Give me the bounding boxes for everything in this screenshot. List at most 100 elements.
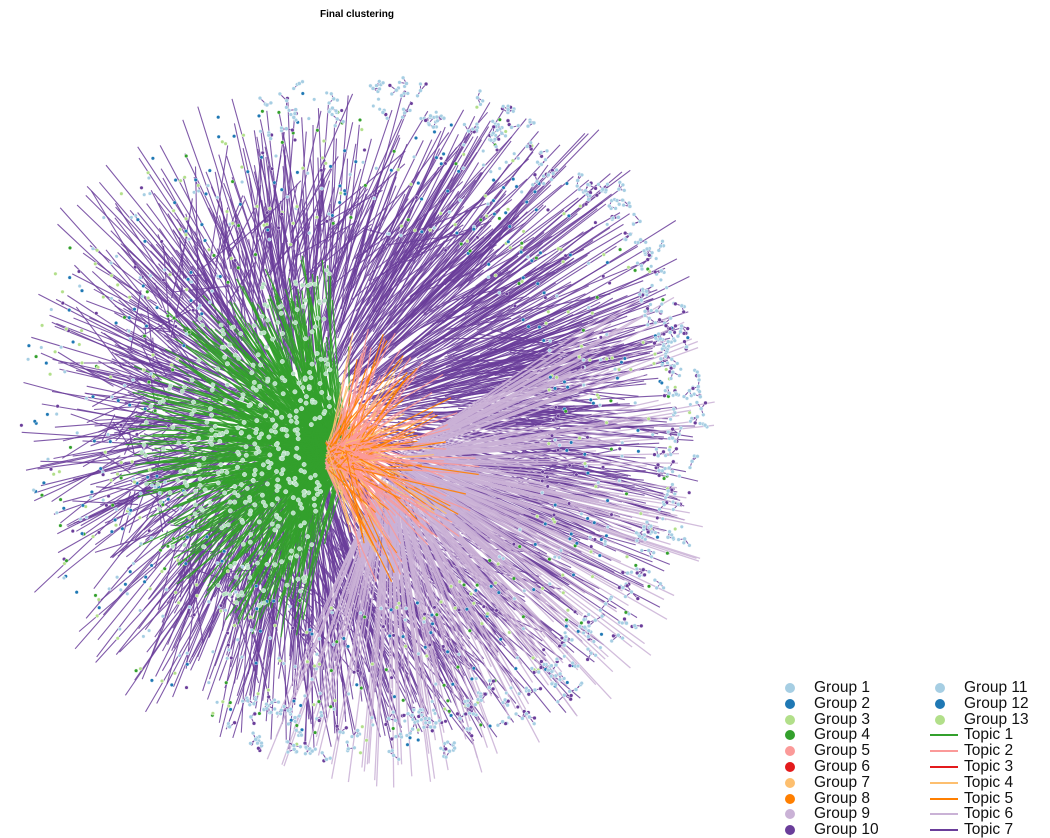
- node: [293, 482, 299, 487]
- node: [405, 711, 411, 716]
- node: [673, 323, 678, 328]
- node: [194, 582, 199, 587]
- node: [222, 490, 228, 496]
- node: [172, 671, 177, 676]
- node: [593, 653, 598, 658]
- node: [438, 211, 443, 216]
- edge-topic-7: [240, 585, 250, 733]
- node: [333, 123, 338, 128]
- edge-topic-7: [157, 234, 185, 300]
- node: [130, 459, 135, 464]
- node: [194, 593, 199, 598]
- node: [96, 530, 101, 535]
- edge-topic-6: [425, 498, 612, 700]
- node: [560, 573, 565, 578]
- node: [588, 651, 594, 656]
- node: [571, 572, 576, 577]
- node: [338, 191, 343, 196]
- node: [215, 366, 221, 372]
- node: [568, 252, 573, 257]
- node: [654, 585, 659, 590]
- edge-topic-7: [439, 337, 529, 340]
- node: [655, 535, 660, 540]
- edge-topic-6: [419, 480, 645, 645]
- edge-topic-7: [414, 220, 492, 250]
- node: [255, 741, 260, 746]
- node: [312, 324, 318, 330]
- edge-topic-6: [439, 505, 547, 603]
- node: [272, 180, 277, 185]
- node: [473, 702, 478, 707]
- node: [348, 172, 353, 177]
- node: [687, 410, 692, 415]
- edge-topic-7: [289, 571, 301, 661]
- node: [658, 243, 663, 249]
- node: [517, 281, 522, 286]
- node: [318, 489, 323, 494]
- node: [160, 614, 165, 619]
- node: [566, 213, 571, 218]
- node: [620, 570, 625, 575]
- node: [209, 412, 215, 418]
- edge-topic-2: [352, 441, 445, 478]
- node: [481, 148, 486, 153]
- edge-topic-6: [361, 497, 388, 768]
- node: [575, 663, 581, 669]
- node: [274, 410, 280, 416]
- node: [113, 523, 118, 528]
- node: [253, 737, 258, 742]
- edge-topic-6: [410, 470, 571, 555]
- node: [443, 248, 448, 253]
- node: [75, 430, 80, 435]
- edge-topic-7: [388, 322, 670, 407]
- node: [218, 274, 223, 279]
- node: [275, 320, 281, 326]
- node: [521, 317, 526, 322]
- edge-topic-2: [325, 461, 344, 507]
- node: [58, 523, 63, 528]
- node: [279, 559, 284, 565]
- node: [620, 440, 625, 445]
- node: [216, 115, 221, 120]
- node: [578, 204, 583, 209]
- node: [261, 330, 267, 336]
- node: [687, 543, 692, 548]
- node: [615, 376, 620, 381]
- node: [668, 316, 673, 321]
- edge-topic-1: [135, 435, 325, 466]
- node: [656, 331, 661, 337]
- node: [114, 507, 119, 512]
- node: [314, 666, 319, 671]
- node: [659, 380, 664, 385]
- node: [31, 488, 36, 493]
- node: [128, 336, 133, 341]
- node: [61, 506, 66, 511]
- node: [272, 527, 278, 533]
- node: [394, 88, 399, 93]
- node: [603, 601, 608, 606]
- node: [660, 239, 665, 244]
- node: [563, 630, 568, 635]
- node: [183, 216, 188, 221]
- node: [227, 592, 233, 598]
- node: [473, 588, 478, 593]
- edge-topic-7: [407, 140, 512, 278]
- node: [293, 137, 298, 142]
- edge-topic-6: [415, 476, 618, 613]
- node: [323, 161, 328, 166]
- edge-topic-7: [365, 115, 476, 339]
- node: [434, 612, 439, 617]
- node: [352, 670, 357, 675]
- node: [142, 239, 147, 244]
- node: [243, 452, 249, 458]
- node: [428, 228, 433, 233]
- node: [294, 307, 300, 312]
- node: [412, 154, 417, 159]
- edge-topic-6: [408, 526, 423, 571]
- edge-topic-2: [343, 465, 372, 528]
- node: [266, 133, 271, 138]
- node: [621, 203, 626, 208]
- node: [138, 666, 143, 671]
- edge-topic-1: [172, 364, 313, 459]
- edge-topic-6: [399, 328, 619, 455]
